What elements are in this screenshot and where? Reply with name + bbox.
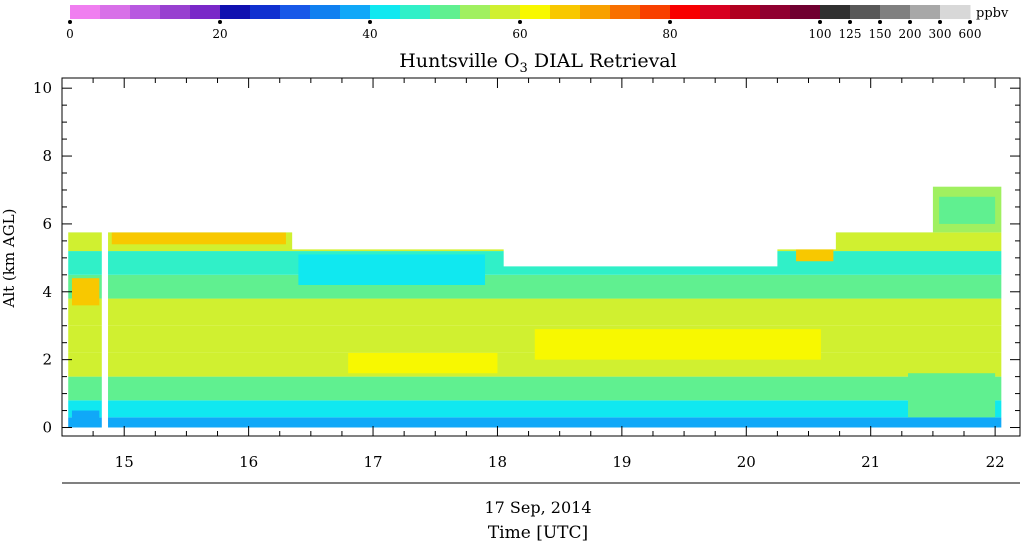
colorbar-swatch [460,5,491,19]
colorbar-swatch [310,5,341,19]
colorbar-swatch [160,5,191,19]
ozone-feature [348,352,498,374]
colorbar-swatch [70,5,101,19]
colorbar-tick [218,20,222,24]
colorbar-tick-label: 600 [959,27,982,41]
colorbar-tick [68,20,72,24]
colorbar-swatch [370,5,401,19]
colorbar-swatch [280,5,311,19]
ozone-feature [939,196,996,224]
colorbar-swatch [940,5,971,19]
colorbar: 0 20 40 60 80 100 125 150 200 300 600 [66,5,981,41]
colorbar-tick-label: 100 [809,27,832,41]
x-tick-label: 18 [488,453,507,471]
colorbar-tick [968,20,972,24]
plot-frame [61,77,1021,437]
colorbar-swatch [520,5,551,19]
ozone-feature [908,373,996,418]
colorbar-tick-label: 80 [662,27,677,41]
colorbar-swatch [730,5,761,19]
x-tick-label: 20 [737,453,756,471]
colorbar-tick [368,20,372,24]
colorbar-swatch [220,5,251,19]
x-tick-label: 17 [363,453,382,471]
colorbar-tick [668,20,672,24]
colorbar-swatch [760,5,791,19]
ozone-feature [71,278,100,306]
y-axis-label: Alt (km AGL) [0,209,18,309]
colorbar-tick [518,20,522,24]
colorbar-swatch [700,5,731,19]
ozone-feature [71,410,100,428]
colorbar-swatch [580,5,611,19]
ozone-feature [796,249,834,262]
x-axis-label: Time [UTC] [488,523,588,543]
colorbar-unit-label: ppbv [976,6,1009,21]
colorbar-tick-label: 60 [512,27,527,41]
y-tick-label: 6 [42,215,52,233]
axes: 15 16 17 18 19 20 21 22 0 2 4 6 8 10 [33,78,1020,471]
colorbar-swatch [130,5,161,19]
colorbar-swatch [790,5,821,19]
colorbar-swatch [430,5,461,19]
colorbar-swatch [250,5,281,19]
ozone-layer [68,251,1002,275]
ozone-layer [68,274,1002,299]
y-tick-label: 0 [42,419,52,437]
colorbar-tick-label: 125 [839,27,862,41]
colorbar-tick [848,20,852,24]
colorbar-swatch [400,5,431,19]
colorbar-swatch [880,5,911,19]
y-tick-label: 4 [42,283,52,301]
date-label: 17 Sep, 2014 [484,498,591,517]
colorbar-swatch [820,5,851,19]
y-tick-label: 2 [42,351,52,369]
x-tick-label: 21 [861,453,880,471]
x-tick-label: 15 [115,453,134,471]
ozone-feature [298,254,486,285]
plot-data [68,186,1002,428]
colorbar-swatch [610,5,641,19]
ozone-layer [68,298,1002,326]
colorbar-tick-label: 20 [212,27,227,41]
colorbar-tick-label: 200 [899,27,922,41]
colorbar-tick-label: 150 [869,27,892,41]
colorbar-swatch [640,5,671,19]
colorbar-tick-label: 0 [66,27,74,41]
colorbar-tick [908,20,912,24]
y-tick-label: 10 [33,79,52,97]
y-tick-label: 8 [42,147,52,165]
colorbar-swatch [100,5,131,19]
colorbar-tick [818,20,822,24]
x-tick-label: 16 [239,453,258,471]
ozone-layer [68,417,1002,428]
colorbar-tick [878,20,882,24]
colorbar-swatch [490,5,521,19]
colorbar-tick [938,20,942,24]
colorbar-tick-label: 40 [362,27,377,41]
colorbar-swatch [190,5,221,19]
x-tick-label: 22 [986,453,1005,471]
colorbar-swatch [910,5,941,19]
ozone-layer [68,186,1002,233]
colorbar-tick-label: 300 [929,27,952,41]
ozone-feature [111,232,286,245]
ozone-layer [68,400,1002,418]
colorbar-swatch [670,5,701,19]
x-tick-label: 19 [612,453,631,471]
chart-title: Huntsville O3 DIAL Retrieval [399,50,676,76]
colorbar-swatch [850,5,881,19]
ozone-layer [68,376,1002,401]
colorbar-swatch [340,5,371,19]
colorbar-swatch [550,5,581,19]
ozone-feature [534,329,821,360]
